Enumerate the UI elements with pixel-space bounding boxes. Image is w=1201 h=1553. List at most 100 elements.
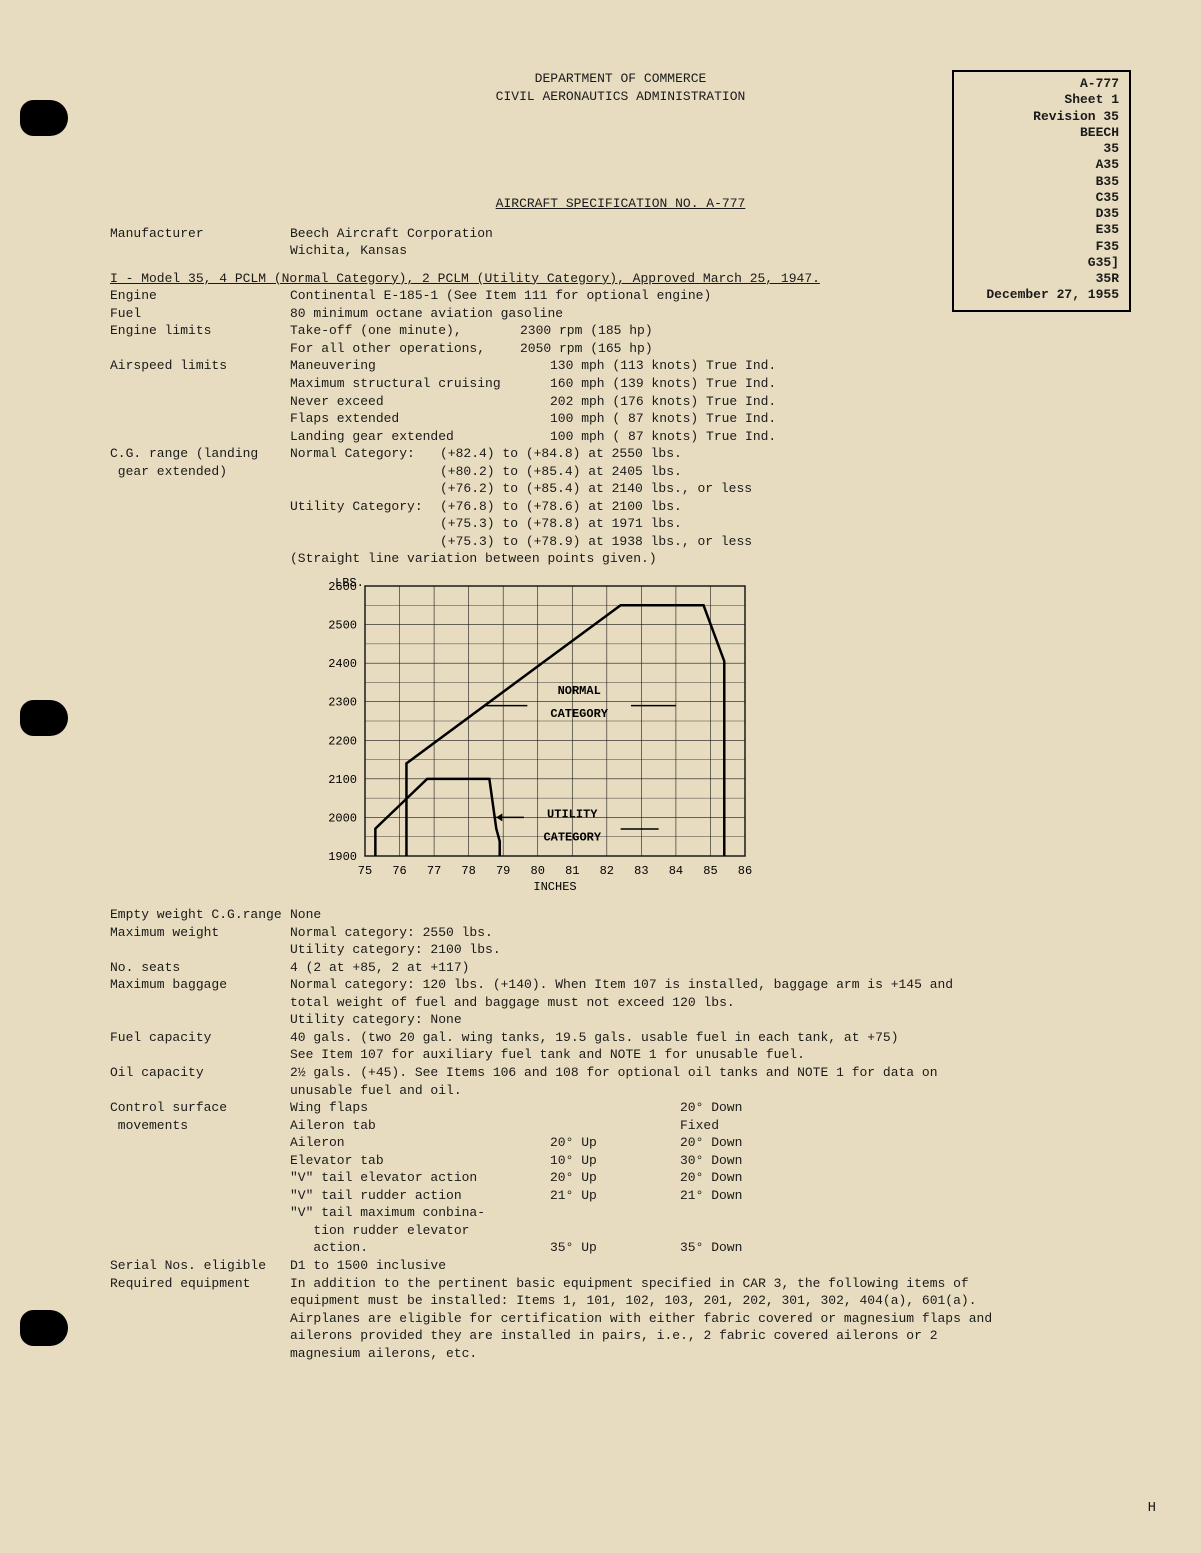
control-surface-down: 20° Down: [680, 1169, 742, 1187]
cg-normal-line: (+82.4) to (+84.8) at 2550 lbs.: [440, 445, 682, 463]
airspeed-row-name: Maneuvering: [290, 357, 550, 375]
cg-value: Normal Category: (+82.4) to (+84.8) at 2…: [290, 445, 1131, 568]
manufacturer-code: BEECH: [964, 125, 1119, 141]
svg-text:2500: 2500: [328, 619, 357, 633]
required-value: In addition to the pertinent basic equip…: [290, 1275, 1131, 1363]
airspeed-value: Maneuvering130 mph (113 knots) True Ind.…: [290, 357, 1131, 445]
cg-normal-line: (+80.2) to (+85.4) at 2405 lbs.: [440, 463, 682, 481]
svg-text:86: 86: [738, 864, 752, 878]
manufacturer-label: Manufacturer: [110, 225, 290, 243]
empty-cg-label: Empty weight C.G.range: [110, 906, 290, 924]
svg-text:78: 78: [461, 864, 475, 878]
svg-text:INCHES: INCHES: [533, 880, 576, 894]
svg-text:2100: 2100: [328, 773, 357, 787]
takeoff-label: Take-off (one minute),: [290, 322, 520, 340]
control-surface-up: 35° Up: [550, 1239, 680, 1257]
airspeed-row-value: 202 mph (176 knots) True Ind.: [550, 393, 776, 411]
fuelcap-line: See Item 107 for auxiliary fuel tank and…: [290, 1046, 1131, 1064]
airspeed-row-value: 130 mph (113 knots) True Ind.: [550, 357, 776, 375]
fuelcap-value: 40 gals. (two 20 gal. wing tanks, 19.5 g…: [290, 1029, 1131, 1064]
svg-text:75: 75: [358, 864, 372, 878]
required-line: equipment must be installed: Items 1, 10…: [290, 1292, 1131, 1310]
model-code: 35R: [964, 271, 1119, 287]
fuelcap-line: 40 gals. (two 20 gal. wing tanks, 19.5 g…: [290, 1029, 1131, 1047]
baggage-line: Normal category: 120 lbs. (+140). When I…: [290, 976, 1131, 994]
cg-utility-line: (+75.3) to (+78.8) at 1971 lbs.: [440, 515, 682, 533]
spec-number: A-777: [964, 76, 1119, 92]
sheet-number: Sheet 1: [964, 92, 1119, 108]
control-surface-down: Fixed: [680, 1117, 719, 1135]
engine-label: Engine: [110, 287, 290, 305]
max-weight-utility: Utility category: 2100 lbs.: [290, 941, 1131, 959]
document-page: A-777 Sheet 1 Revision 35 BEECH 35 A35 B…: [0, 0, 1201, 1553]
baggage-label: Maximum baggage: [110, 976, 290, 994]
fuelcap-label: Fuel capacity: [110, 1029, 290, 1047]
required-line: ailerons provided they are installed in …: [290, 1327, 1131, 1345]
airspeed-row-name: Flaps extended: [290, 410, 550, 428]
svg-text:83: 83: [634, 864, 648, 878]
svg-text:85: 85: [703, 864, 717, 878]
max-weight-value: Normal category: 2550 lbs. Utility categ…: [290, 924, 1131, 959]
model-code: C35: [964, 190, 1119, 206]
control-surface-name: tion rudder elevator: [290, 1222, 550, 1240]
other-ops-label: For all other operations,: [290, 340, 520, 358]
model-code: B35: [964, 174, 1119, 190]
control-surface-up: 21° Up: [550, 1187, 680, 1205]
required-line: magnesium ailerons, etc.: [290, 1345, 1131, 1363]
svg-text:76: 76: [392, 864, 406, 878]
baggage-line: total weight of fuel and baggage must no…: [290, 994, 1131, 1012]
control-surface-name: Aileron tab: [290, 1117, 550, 1135]
control-surface-name: "V" tail rudder action: [290, 1187, 550, 1205]
cg-label: C.G. range (landing gear extended): [110, 445, 290, 480]
cg-utility-line: (+75.3) to (+78.9) at 1938 lbs., or less: [440, 533, 752, 551]
model-code: 35: [964, 141, 1119, 157]
control-surface-name: Aileron: [290, 1134, 550, 1152]
required-label: Required equipment: [110, 1275, 290, 1293]
model-code: D35: [964, 206, 1119, 222]
svg-text:2000: 2000: [328, 811, 357, 825]
svg-text:79: 79: [496, 864, 510, 878]
cg-envelope-chart: LBS.757677787980818283848586190020002100…: [310, 576, 755, 896]
serials-label: Serial Nos. eligible: [110, 1257, 290, 1275]
seats-label: No. seats: [110, 959, 290, 977]
reference-box: A-777 Sheet 1 Revision 35 BEECH 35 A35 B…: [952, 70, 1131, 312]
oilcap-line: unusable fuel and oil.: [290, 1082, 1131, 1100]
control-surface-name: "V" tail maximum conbina-: [290, 1204, 550, 1222]
cg-normal-line: (+76.2) to (+85.4) at 2140 lbs., or less: [440, 480, 752, 498]
controls-label: Control surface movements: [110, 1099, 290, 1134]
svg-text:80: 80: [531, 864, 545, 878]
svg-text:82: 82: [600, 864, 614, 878]
engine-limits-label: Engine limits: [110, 322, 290, 340]
svg-text:2300: 2300: [328, 696, 357, 710]
airspeed-label: Airspeed limits: [110, 357, 290, 375]
takeoff-value: 2300 rpm (185 hp): [520, 322, 653, 340]
model-code: A35: [964, 157, 1119, 173]
control-surface-name: action.: [290, 1239, 550, 1257]
svg-text:77: 77: [427, 864, 441, 878]
svg-text:2400: 2400: [328, 657, 357, 671]
serials-value: D1 to 1500 inclusive: [290, 1257, 1131, 1275]
cg-note: (Straight line variation between points …: [290, 550, 1131, 568]
svg-text:UTILITY: UTILITY: [547, 807, 598, 821]
punch-hole: [20, 700, 68, 736]
control-surface-down: 21° Down: [680, 1187, 742, 1205]
model-code: G35]: [964, 255, 1119, 271]
spec-date: December 27, 1955: [964, 287, 1119, 303]
required-line: Airplanes are eligible for certification…: [290, 1310, 1131, 1328]
svg-text:81: 81: [565, 864, 579, 878]
fuel-label: Fuel: [110, 305, 290, 323]
punch-hole: [20, 1310, 68, 1346]
svg-text:NORMAL: NORMAL: [558, 684, 601, 698]
control-surface-up: 20° Up: [550, 1169, 680, 1187]
oilcap-line: 2½ gals. (+45). See Items 106 and 108 fo…: [290, 1064, 1131, 1082]
control-surface-down: 20° Down: [680, 1134, 742, 1152]
revision-number: Revision 35: [964, 109, 1119, 125]
airspeed-row-value: 160 mph (139 knots) True Ind.: [550, 375, 776, 393]
airspeed-row-name: Maximum structural cruising: [290, 375, 550, 393]
control-surface-name: "V" tail elevator action: [290, 1169, 550, 1187]
other-ops-value: 2050 rpm (165 hp): [520, 340, 653, 358]
empty-cg-value: None: [290, 906, 1131, 924]
model-code: E35: [964, 222, 1119, 238]
svg-text:CATEGORY: CATEGORY: [543, 831, 601, 845]
cg-utility-line: (+76.8) to (+78.6) at 2100 lbs.: [440, 498, 682, 516]
